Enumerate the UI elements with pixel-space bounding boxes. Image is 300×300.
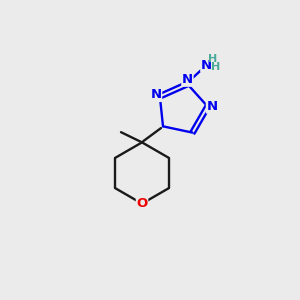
- Text: N: N: [151, 88, 162, 101]
- Text: H: H: [211, 62, 220, 72]
- Text: N: N: [206, 100, 218, 113]
- Text: N: N: [182, 73, 193, 86]
- Text: N: N: [201, 58, 212, 72]
- Text: H: H: [208, 54, 218, 64]
- Text: O: O: [136, 197, 148, 210]
